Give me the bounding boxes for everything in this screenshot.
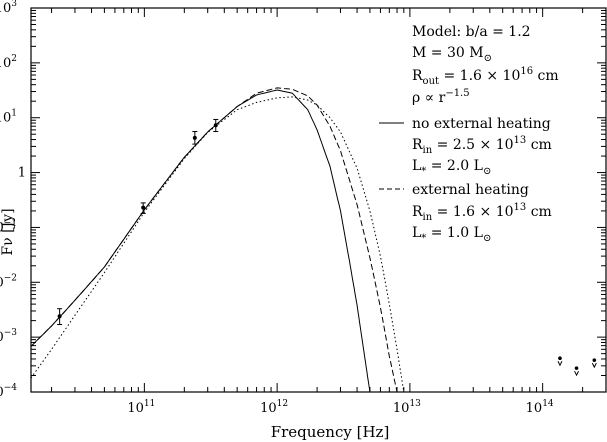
plot-frame: [30, 7, 607, 393]
y-tick-label: 10−3: [0, 328, 17, 345]
legend-label-solid: no external heating: [412, 116, 551, 132]
upper-limit-arrow: [557, 360, 563, 367]
series-dotted-line: [31, 96, 405, 392]
x-tick-label: 1014: [526, 399, 554, 416]
plot-layer: 1011 1012 1013 1014 10−4 10−3 10−2 10−1 1 101 102 1…: [0, 0, 607, 416]
upper-limit-point: [592, 358, 597, 362]
data-point: [57, 314, 62, 319]
data-point: [213, 123, 218, 128]
data-point: [141, 205, 146, 210]
x-tick-label: 1011: [127, 399, 155, 416]
legend-rin-solid: Rin = 2.5 × 1013 cm: [412, 135, 552, 156]
legend-lstar-dashed: L* = 1.0 L⊙: [412, 225, 491, 244]
legend-label-dashed: external heating: [412, 182, 529, 198]
y-tick-label: 1: [18, 166, 26, 181]
annotation-rout: Rout = 1.6 × 1016 cm: [412, 66, 559, 87]
annotation-rho: ρ ∝ r−1.5: [412, 88, 470, 106]
upper-limit-point: [574, 366, 579, 370]
y-tick-label: 10−1: [0, 218, 17, 235]
series-dashed-line: [31, 87, 398, 392]
y-axis-label: Fν [Jy]: [0, 208, 16, 255]
annotation-block: Model: b/a = 1.2 M = 30 M⊙ Rout = 1.6 × …: [412, 24, 559, 106]
series-solid-line: [31, 89, 371, 392]
y-tick-label: 101: [0, 109, 17, 126]
annotation-model: Model: b/a = 1.2: [412, 24, 531, 40]
y-tick-label: 10−4: [0, 383, 17, 400]
legend: no external heating Rin = 2.5 × 1013 cm …: [379, 116, 552, 244]
legend-rin-dashed: Rin = 1.6 × 1013 cm: [412, 202, 552, 223]
legend-lstar-solid: L* = 2.0 L⊙: [412, 158, 491, 177]
upper-limit-arrow: [574, 370, 579, 377]
data-point: [192, 135, 197, 140]
annotation-mass: M = 30 M⊙: [412, 45, 492, 64]
upper-limit-arrow: [591, 362, 597, 369]
y-tick-label: 102: [0, 54, 17, 71]
upper-limit-point: [558, 356, 562, 360]
x-axis-label: Frequency [Hz]: [271, 423, 390, 441]
x-tick-label: 1013: [393, 399, 421, 416]
x-tick-label: 1012: [260, 399, 288, 416]
y-tick-label: 10−2: [0, 273, 17, 290]
y-tick-label: 103: [0, 0, 17, 16]
